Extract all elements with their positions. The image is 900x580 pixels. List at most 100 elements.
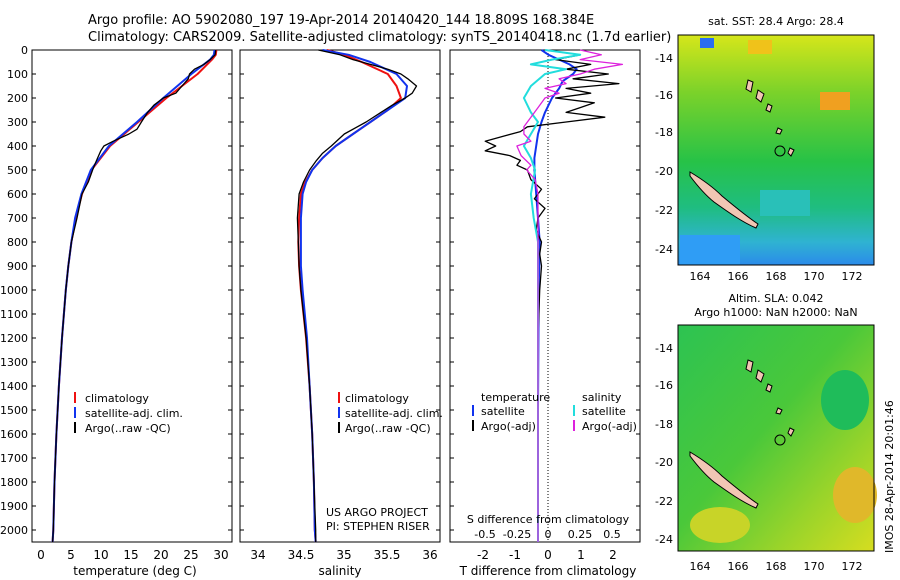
sst-map-field bbox=[678, 35, 874, 265]
sla-map-lon-ticks: 164 166 168 170 172 bbox=[690, 560, 863, 573]
depth-tick-label: 900 bbox=[7, 260, 28, 273]
depth-tick-label: 800 bbox=[7, 236, 28, 249]
credit-project: US ARGO PROJECT bbox=[326, 506, 428, 519]
lat2-tick-16: -16 bbox=[655, 379, 673, 392]
sst-cold-patch-2 bbox=[680, 235, 740, 265]
temp-tick-30: 30 bbox=[213, 548, 228, 562]
temperature-xlabel: temperature (deg C) bbox=[73, 564, 196, 578]
depth-tick-label: 0 bbox=[21, 44, 28, 57]
salinity-legend: climatology satellite-adj. clim. Argo(..… bbox=[338, 392, 443, 435]
series-line-t-argo-adj- bbox=[484, 49, 620, 542]
sla-map bbox=[677, 324, 877, 552]
sst-map-frame bbox=[677, 34, 875, 266]
lon-tick-164: 164 bbox=[690, 270, 711, 283]
lon2-tick-166: 166 bbox=[728, 560, 749, 573]
lon2-tick-164: 164 bbox=[690, 560, 711, 573]
difference-xlabel-top: S difference from climatology bbox=[467, 513, 630, 526]
title-line-1: Argo profile: AO 5902080_197 19-Apr-2014… bbox=[88, 13, 595, 28]
sal-tick-34-5: 34.5 bbox=[288, 548, 315, 562]
lat2-tick-14: -14 bbox=[655, 342, 673, 355]
depth-tick-label: 700 bbox=[7, 212, 28, 225]
sal-tick-36: 36 bbox=[422, 548, 437, 562]
argo-float-position bbox=[774, 145, 786, 157]
sal-tick-35-5: 35.5 bbox=[374, 548, 401, 562]
difference-xlabel-bottom: T difference from climatology bbox=[459, 564, 637, 578]
tick-marks bbox=[32, 49, 640, 531]
legend-t-argo-label: Argo(-adj) bbox=[481, 420, 536, 433]
sal-legend-label-argo: Argo(..raw -QC) bbox=[345, 422, 431, 435]
legend-s-sat-label: satellite bbox=[582, 405, 626, 418]
legend-label-satellite: satellite-adj. clim. bbox=[85, 407, 183, 420]
t-tick-1: 1 bbox=[577, 548, 585, 562]
lat-tick-24: -24 bbox=[655, 243, 673, 256]
t-tick-m2: -2 bbox=[477, 548, 489, 562]
depth-tick-label: 1000 bbox=[0, 284, 28, 297]
depth-tick-label: 1600 bbox=[0, 428, 28, 441]
lat-tick-18: -18 bbox=[655, 126, 673, 139]
difference-panel-frame bbox=[449, 49, 641, 543]
sst-warm-patch bbox=[748, 40, 772, 54]
series-line-s-argo-adj- bbox=[516, 49, 624, 542]
temperature-x-ticks: 0 5 10 15 20 25 30 bbox=[37, 548, 228, 562]
lon2-tick-172: 172 bbox=[842, 560, 863, 573]
sal-legend-label-satellite: satellite-adj. clim. bbox=[345, 407, 443, 420]
depth-tick-label: 1100 bbox=[0, 308, 28, 321]
sst-warm-patch-2 bbox=[820, 92, 850, 110]
map-bottom-title-1: Altim. SLA: 0.042 bbox=[728, 292, 823, 305]
vanuatu-islands bbox=[745, 79, 795, 157]
depth-tick-label: 2000 bbox=[0, 524, 28, 537]
series-line-argo bbox=[296, 49, 418, 542]
legend-t-header: temperature bbox=[481, 391, 550, 404]
s-tick-0: 0 bbox=[545, 528, 552, 541]
legend-s-header: salinity bbox=[582, 391, 622, 404]
title-line-2: Climatology: CARS2009. Satellite-adjuste… bbox=[88, 30, 672, 45]
sla-high-patch bbox=[833, 467, 877, 523]
map-top-title: sat. SST: 28.4 Argo: 28.4 bbox=[708, 15, 844, 28]
s-tick-m025: -0.25 bbox=[503, 528, 531, 541]
new-caledonia-outline bbox=[689, 171, 759, 229]
depth-tick-label: 1700 bbox=[0, 452, 28, 465]
lat-tick-16: -16 bbox=[655, 89, 673, 102]
salinity-xlabel: salinity bbox=[318, 564, 361, 578]
depth-tick-label: 1200 bbox=[0, 332, 28, 345]
legend-label-climatology: climatology bbox=[85, 392, 149, 405]
sla-map-frame bbox=[677, 324, 875, 552]
series-line-satellite-adj-clim- bbox=[51, 49, 216, 543]
s-tick-025: 0.25 bbox=[568, 528, 593, 541]
sla-high-patch-2 bbox=[690, 507, 750, 543]
depth-tick-label: 400 bbox=[7, 140, 28, 153]
lat2-tick-18: -18 bbox=[655, 418, 673, 431]
t-tick-m1: -1 bbox=[509, 548, 521, 562]
lat-tick-20: -20 bbox=[655, 165, 673, 178]
series-line-satellite-adj-clim- bbox=[299, 49, 408, 543]
lon2-tick-168: 168 bbox=[766, 560, 787, 573]
series-line-t-satellite bbox=[533, 49, 578, 542]
series-line-argo bbox=[51, 49, 217, 543]
depth-tick-label: 500 bbox=[7, 164, 28, 177]
depth-tick-label: 600 bbox=[7, 188, 28, 201]
credit-pi: PI: STEPHEN RISER bbox=[326, 520, 430, 533]
t-tick-0: 0 bbox=[544, 548, 552, 562]
sla-map-lat-ticks: -14 -16 -18 -20 -22 -24 bbox=[655, 342, 673, 546]
imos-timestamp: IMOS 28-Apr-2014 20:01:46 bbox=[883, 400, 896, 553]
sst-cold-patch bbox=[700, 38, 714, 48]
lat2-tick-24: -24 bbox=[655, 533, 673, 546]
difference-legend: temperature satellite Argo(-adj) salinit… bbox=[472, 391, 637, 433]
temperature-legend: climatology satellite-adj. clim. Argo(..… bbox=[74, 392, 183, 435]
temperature-panel-frame bbox=[31, 49, 233, 543]
sal-legend-label-climatology: climatology bbox=[345, 392, 409, 405]
legend-t-sat-label: satellite bbox=[481, 405, 525, 418]
depth-tick-label: 1800 bbox=[0, 476, 28, 489]
lon-tick-166: 166 bbox=[728, 270, 749, 283]
depth-tick-label: 1900 bbox=[0, 500, 28, 513]
sla-low-patch bbox=[821, 370, 869, 430]
lat2-tick-22: -22 bbox=[655, 495, 673, 508]
map-bottom-title-2: Argo h1000: NaN h2000: NaN bbox=[694, 306, 857, 319]
sst-map bbox=[677, 34, 875, 266]
depth-axis: 0 100 200 300 400 500 600 700 800 900 1000 1100 1200… bbox=[0, 44, 28, 537]
temp-tick-15: 15 bbox=[123, 548, 138, 562]
difference-t-ticks: -2 -1 0 1 2 bbox=[477, 548, 617, 562]
temp-tick-5: 5 bbox=[67, 548, 75, 562]
s-tick-05: 0.5 bbox=[603, 528, 621, 541]
depth-tick-label: 300 bbox=[7, 116, 28, 129]
